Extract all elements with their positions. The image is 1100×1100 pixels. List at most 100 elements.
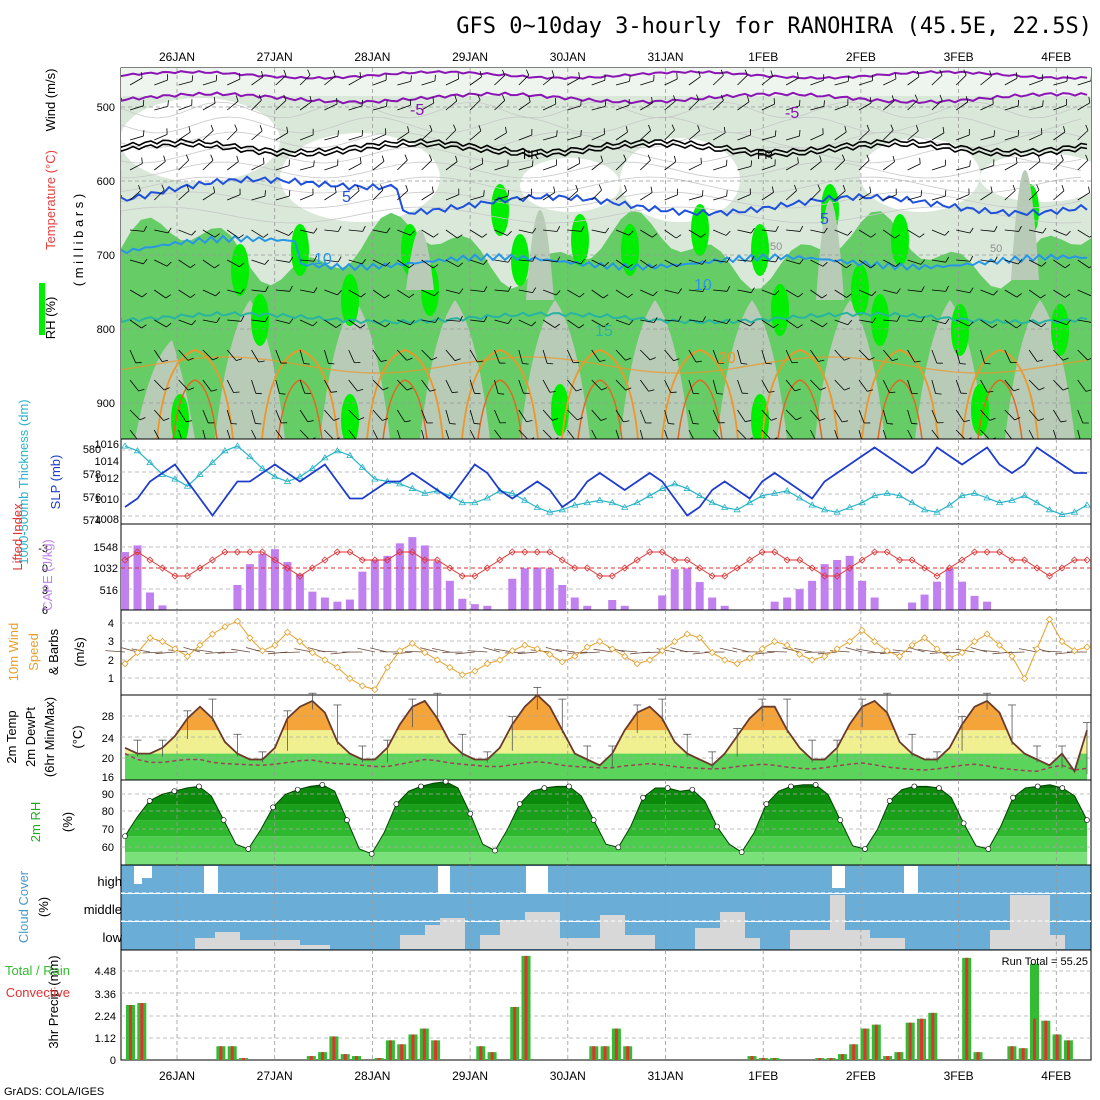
wind-point [946, 654, 954, 662]
precip-conv-bar [321, 1052, 325, 1060]
contour-label: 5 [342, 189, 351, 206]
li-point [158, 564, 167, 572]
li-point [458, 572, 466, 580]
rh-point [442, 778, 449, 785]
li-point [1070, 556, 1079, 564]
li-point [496, 556, 504, 564]
wind-point [383, 663, 391, 671]
cape-bar [233, 585, 242, 610]
precip-conv-bar [874, 1024, 878, 1060]
thickness-point [508, 489, 517, 496]
wind-point [196, 641, 204, 649]
cape-bar [508, 578, 517, 610]
li-point [408, 548, 416, 556]
date-label: 4FEB [1041, 50, 1071, 64]
li-point [1020, 556, 1029, 564]
ylabel-rh2m: 2m RH [28, 802, 43, 842]
cloud-low-block [480, 935, 500, 949]
contour-label: 10 [314, 251, 332, 268]
li-point [308, 564, 316, 572]
wind-point [533, 645, 541, 653]
thickness-point [945, 501, 954, 508]
li-point [621, 564, 629, 572]
thickness-point [708, 498, 716, 506]
li-point [958, 556, 966, 564]
wind-point [271, 641, 279, 649]
li-point [995, 548, 1004, 556]
wind-barb [183, 647, 201, 653]
li-point [258, 548, 266, 556]
wind-point [596, 637, 604, 646]
tick-label: 3.36 [95, 989, 116, 1001]
li-point [483, 564, 491, 572]
rh-point [393, 801, 400, 807]
wind-barb [782, 647, 800, 653]
ylabel-rh-unit: (%) [60, 812, 75, 832]
li-point [1083, 556, 1091, 564]
li-point [121, 556, 129, 564]
li-point [733, 564, 741, 572]
cape-bar [558, 585, 567, 610]
wind-barb [579, 651, 600, 654]
tick-label: 0 [42, 563, 48, 575]
wind-point [683, 630, 691, 638]
wind-point [183, 652, 192, 660]
thickness-point [458, 498, 467, 506]
wind-barb [357, 647, 375, 653]
tick-label: 700 [97, 250, 115, 262]
wind-barb [120, 647, 138, 653]
li-point [446, 564, 454, 572]
thickness-point [920, 506, 929, 513]
li-point [358, 556, 366, 564]
li-point [683, 556, 691, 564]
precip-conv-bar [490, 1052, 494, 1060]
wind-barb [105, 650, 126, 653]
wind-point [296, 637, 304, 646]
cape-bars [121, 537, 992, 610]
precip-conv-bar [129, 1005, 132, 1060]
thickness-point [271, 473, 279, 480]
wind-barb [719, 647, 738, 653]
wind-barb [279, 651, 300, 654]
thickness-point [533, 503, 541, 510]
tick-label: 900 [97, 398, 115, 410]
precip-conv-bar [886, 1056, 890, 1060]
wind-barb [131, 648, 151, 653]
date-label: 30JAN [550, 50, 586, 64]
thickness-point [983, 494, 991, 501]
tick-label: 1016 [95, 439, 119, 451]
date-label: 2FEB [846, 50, 876, 64]
li-point [558, 556, 566, 564]
wind-barb [467, 650, 488, 653]
cape-bar [933, 581, 942, 610]
li-point [521, 548, 529, 556]
wind-point [483, 660, 491, 668]
wind-point [246, 634, 254, 642]
contour-label: 50 [770, 241, 782, 253]
thickness-point [371, 475, 379, 482]
precip-conv-bar [377, 1058, 381, 1060]
wind-barb [817, 651, 838, 655]
cape-bar [433, 561, 442, 610]
wind-point [433, 656, 441, 664]
thickness-point [870, 491, 879, 499]
thickness-point [695, 491, 704, 499]
slp-line [124, 446, 1087, 518]
cloud-label-low: low [102, 930, 122, 945]
wind-point [821, 652, 829, 660]
li-point [208, 556, 217, 564]
thickness-point [970, 489, 979, 496]
tick-label: 90 [102, 789, 114, 801]
ylabel-dewpt: 2m DewPt [23, 707, 38, 767]
thickness-point [296, 473, 304, 480]
tick-label: 800 [97, 324, 115, 336]
li-point [983, 548, 991, 556]
thickness-point [171, 475, 179, 482]
cape-bar [358, 571, 367, 610]
li-point [746, 556, 754, 564]
thickness-point [196, 470, 204, 477]
cloud-low-block [830, 895, 845, 949]
cloud-high-block [204, 866, 218, 894]
cloud-low-block [745, 938, 760, 949]
wind-barb [1042, 650, 1063, 653]
